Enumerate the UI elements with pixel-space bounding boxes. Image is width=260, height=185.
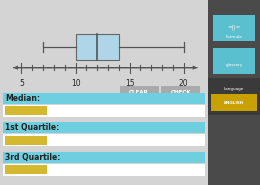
Bar <box>213 15 255 41</box>
Text: 1st Quartile:: 1st Quartile: <box>5 123 59 132</box>
Text: CLEAR: CLEAR <box>129 90 149 95</box>
Text: Language: Language <box>224 87 244 91</box>
Text: 10: 10 <box>71 79 80 88</box>
Text: 3rd Quartile:: 3rd Quartile: <box>5 153 60 162</box>
Bar <box>208 78 260 115</box>
Bar <box>211 94 257 111</box>
Text: Median:: Median: <box>5 94 40 103</box>
Text: =||=: =||= <box>228 25 240 31</box>
Text: 15: 15 <box>125 79 134 88</box>
Text: glossary: glossary <box>225 63 243 67</box>
Text: Formula: Formula <box>226 35 242 39</box>
Bar <box>213 48 255 74</box>
Text: ENGLISH: ENGLISH <box>224 101 244 105</box>
Text: 5: 5 <box>19 79 24 88</box>
Bar <box>76 34 119 60</box>
Text: 20: 20 <box>179 79 188 88</box>
Text: CHECK: CHECK <box>170 90 191 95</box>
